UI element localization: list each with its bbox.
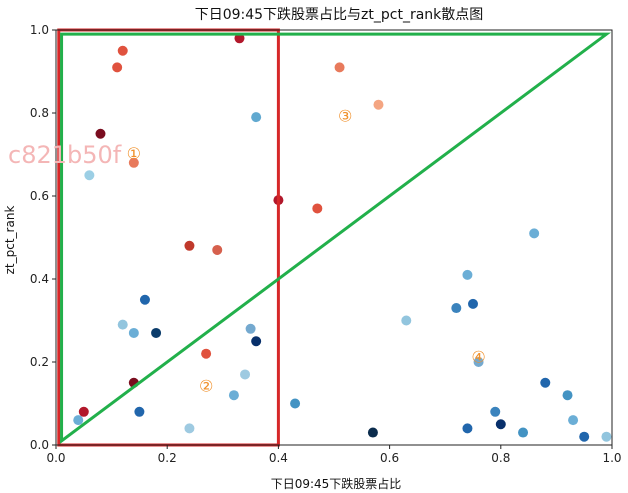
scatter-point xyxy=(134,406,145,417)
scatter-point xyxy=(84,170,95,181)
scatter-point xyxy=(401,315,412,326)
y-tick-label: 0.8 xyxy=(30,106,49,120)
scatter-point xyxy=(601,431,612,442)
scatter-point xyxy=(117,45,128,56)
scatter-point xyxy=(367,427,378,438)
scatter-point xyxy=(495,419,506,430)
y-tick-label: 1.0 xyxy=(30,23,49,37)
x-tick-label: 1.0 xyxy=(602,451,621,465)
x-axis-label: 下日09:45下跌股票占比 xyxy=(271,476,402,491)
scatter-point xyxy=(240,369,251,380)
x-tick-label: 0.4 xyxy=(269,451,288,465)
scatter-point xyxy=(78,406,89,417)
scatter-point xyxy=(112,62,123,73)
scatter-point xyxy=(139,294,150,305)
scatter-point xyxy=(95,128,106,139)
scatter-point xyxy=(201,348,212,359)
y-axis-ticks: 0.0 0.2 0.4 0.6 0.8 1.0 xyxy=(30,23,56,452)
region-label: ① xyxy=(127,144,141,163)
scatter-point xyxy=(184,423,195,434)
scatter-point xyxy=(468,298,478,309)
scatter-point xyxy=(151,327,162,338)
scatter-point xyxy=(334,62,345,73)
scatter-point xyxy=(228,390,239,401)
annotation-overlay: ① ② ③ ④ xyxy=(57,28,611,447)
scatter-point xyxy=(245,323,256,334)
plot-area-frame xyxy=(55,29,613,446)
scatter-point xyxy=(562,390,573,401)
scatter-point xyxy=(251,336,262,347)
scatter-point xyxy=(251,112,262,123)
scatter-point xyxy=(290,398,301,409)
y-tick-label: 0.6 xyxy=(30,189,49,203)
scatter-point xyxy=(518,427,529,438)
scatter-point xyxy=(128,327,139,338)
scatter-point xyxy=(312,203,323,214)
scatter-point xyxy=(117,319,128,330)
scatter-point xyxy=(451,303,462,314)
scatter-point xyxy=(540,377,551,388)
y-tick-label: 0.0 xyxy=(30,438,49,452)
region-label: ② xyxy=(199,376,213,395)
scatter-point xyxy=(234,33,245,44)
scatter-point xyxy=(128,157,139,168)
scatter-points xyxy=(73,33,612,442)
diagonal-triangle xyxy=(60,32,611,444)
x-tick-label: 0.6 xyxy=(380,451,399,465)
scatter-point xyxy=(579,431,590,442)
scatter-point xyxy=(529,228,540,239)
y-axis-label: zt_pct_rank xyxy=(3,206,17,275)
region-box xyxy=(57,28,280,447)
y-tick-label: 0.4 xyxy=(30,272,49,286)
scatter-point xyxy=(462,269,473,280)
scatter-point xyxy=(212,244,223,255)
region-label: ④ xyxy=(471,347,485,366)
scatter-point xyxy=(73,415,84,426)
x-tick-label: 0.8 xyxy=(491,451,510,465)
region-label: ③ xyxy=(338,107,352,126)
scatter-point xyxy=(490,406,501,417)
chart-title: 下日09:45下跌股票占比与zt_pct_rank散点图 xyxy=(195,7,484,23)
scatter-point xyxy=(473,357,484,367)
x-tick-label: 0.0 xyxy=(46,451,65,465)
x-axis-ticks: 0.0 0.2 0.4 0.6 0.8 1.0 xyxy=(46,445,622,465)
x-tick-label: 0.2 xyxy=(158,451,177,465)
watermark: c821b50f xyxy=(8,141,122,169)
scatter-point xyxy=(184,240,195,251)
y-tick-label: 0.2 xyxy=(30,355,49,369)
scatter-point xyxy=(462,423,473,434)
scatter-point xyxy=(373,99,384,110)
scatter-point xyxy=(568,415,579,426)
